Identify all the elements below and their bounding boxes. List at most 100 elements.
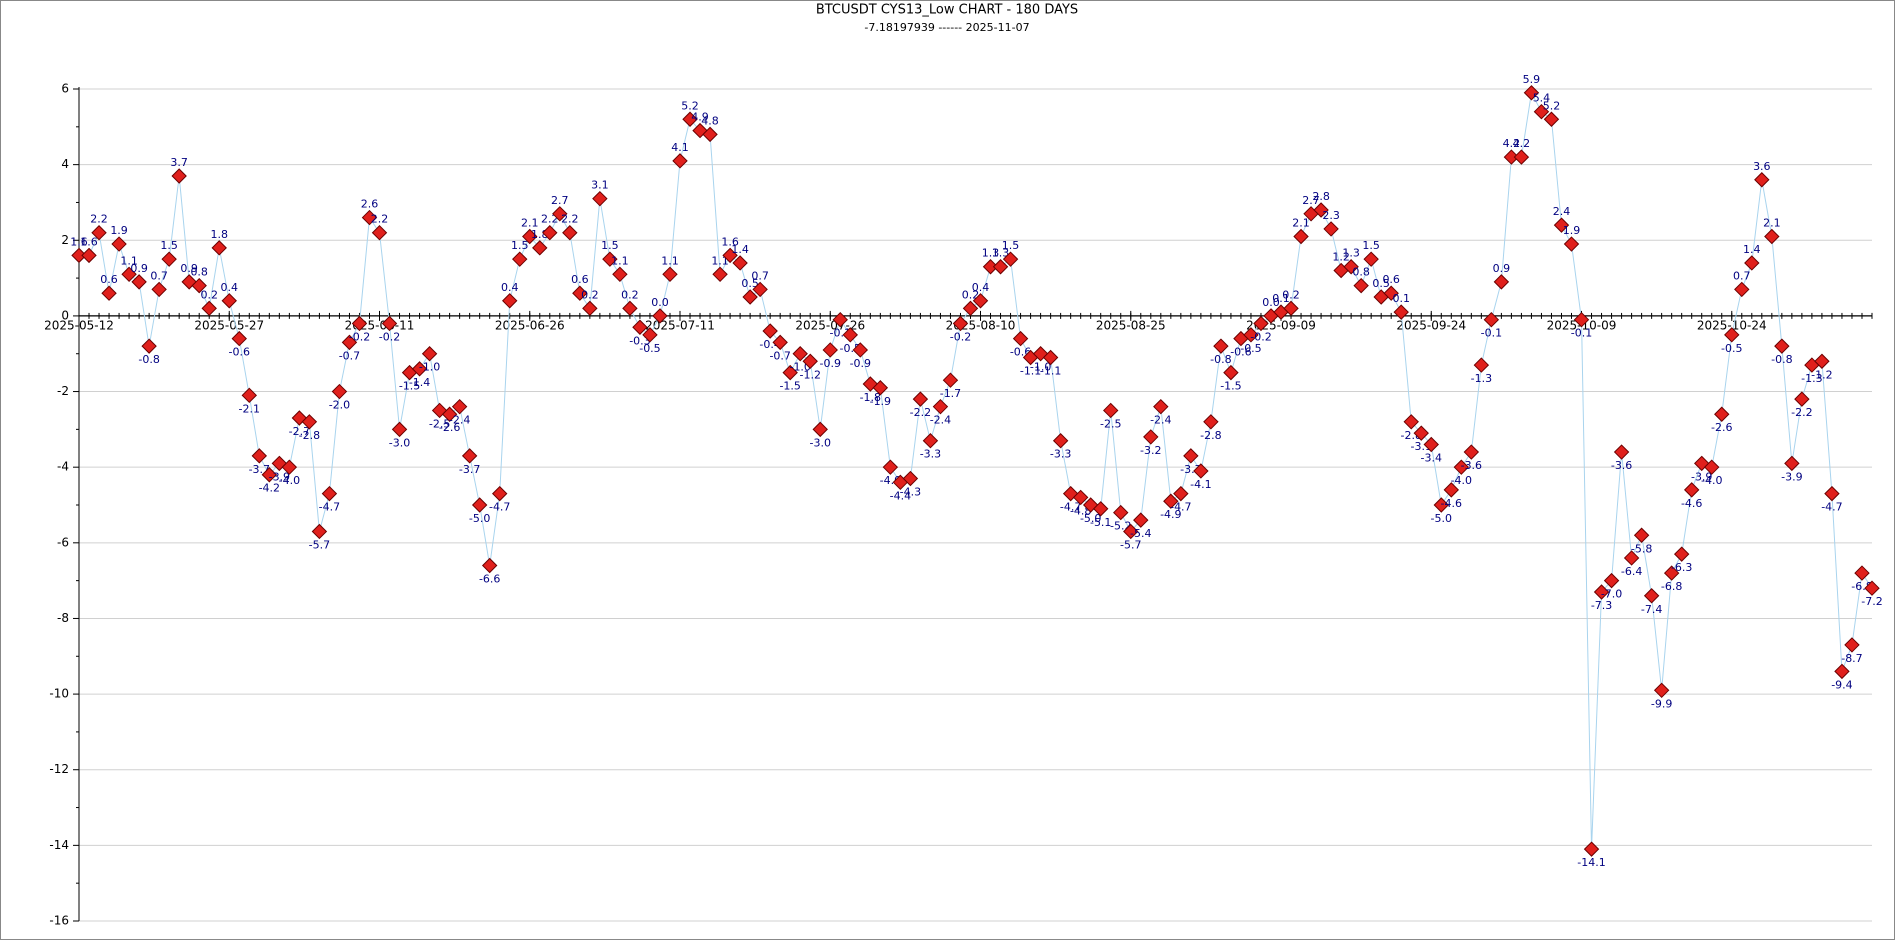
- data-point: [672, 153, 688, 169]
- data-label: -2.5: [1100, 417, 1121, 430]
- data-point: [1653, 682, 1670, 699]
- data-label: -1.4: [409, 376, 430, 389]
- data-label: -1.5: [779, 380, 800, 393]
- data-point: [882, 459, 899, 475]
- data-point: [1123, 523, 1139, 540]
- data-point: [1563, 236, 1580, 252]
- data-label: -0.9: [820, 357, 841, 370]
- chart-title: BTCUSDT CYS13_Low CHART - 180 DAYS: [816, 3, 1078, 18]
- data-point: [1283, 300, 1299, 317]
- data-label: -6.3: [1671, 561, 1692, 574]
- data-label: -1.3: [1801, 372, 1822, 385]
- y-tick-label: -6: [57, 535, 69, 549]
- data-label: -0.8: [138, 353, 159, 366]
- data-point: [1764, 228, 1780, 245]
- data-point: [301, 414, 318, 430]
- data-point: [1293, 228, 1309, 245]
- data-point: [1213, 338, 1229, 354]
- data-point: [1002, 251, 1019, 267]
- data-point: [261, 467, 278, 483]
- x-tick-label: 2025-09-24: [1396, 318, 1466, 332]
- data-label: 0.6: [100, 273, 118, 286]
- data-label: 0.5: [1372, 277, 1390, 290]
- data-label: 0.4: [972, 281, 990, 294]
- data-label: 1.1: [661, 254, 679, 267]
- data-label: -3.7: [459, 463, 480, 476]
- data-label: 1.6: [721, 235, 739, 248]
- data-label: -9.4: [1831, 678, 1852, 691]
- data-label: -7.3: [1591, 599, 1612, 612]
- data-point: [762, 323, 778, 339]
- data-point: [1103, 402, 1119, 419]
- data-label: -3.6: [1611, 459, 1632, 472]
- data-label: 1.4: [1743, 243, 1761, 256]
- data-point: [662, 266, 678, 283]
- data-point: [772, 334, 788, 351]
- data-label: 0.1: [1272, 292, 1290, 305]
- data-label: 4.9: [691, 111, 709, 124]
- data-point: [1323, 221, 1339, 237]
- data-point: [532, 240, 548, 256]
- data-label: -4.6: [1681, 497, 1702, 510]
- data-point: [732, 255, 748, 271]
- data-point: [171, 168, 187, 184]
- data-label: 2.2: [371, 213, 389, 226]
- data-label: 1.9: [1563, 224, 1581, 237]
- data-label: -1.7: [940, 387, 961, 400]
- data-label: 0.4: [221, 281, 239, 294]
- data-point: [381, 315, 398, 332]
- data-point: [642, 327, 658, 343]
- data-label: 0.4: [501, 281, 519, 294]
- data-label: 1.5: [601, 239, 619, 252]
- data-point: [742, 289, 758, 305]
- data-label: -5.1: [1090, 516, 1111, 529]
- data-label: 5.2: [681, 99, 699, 112]
- data-point: [502, 293, 518, 309]
- data-label: -2.8: [1200, 429, 1221, 442]
- data-label: 2.2: [561, 213, 579, 226]
- data-label: 0.6: [571, 273, 589, 286]
- data-point: [782, 364, 798, 381]
- data-point: [361, 209, 378, 226]
- data-label: 1.5: [160, 239, 178, 252]
- data-point: [131, 274, 147, 290]
- data-label: 1.1: [611, 254, 629, 267]
- data-label: -2.6: [1711, 421, 1732, 434]
- data-label: 1.5: [511, 239, 529, 252]
- data-point: [572, 285, 588, 301]
- data-label: 3.7: [170, 156, 188, 169]
- data-label: 2.8: [1312, 190, 1330, 203]
- data-point: [1183, 448, 1199, 464]
- y-tick-label: -2: [57, 384, 69, 398]
- data-point: [1493, 274, 1510, 290]
- data-point: [1313, 202, 1329, 218]
- data-point: [752, 281, 768, 298]
- data-label: -0.6: [1230, 346, 1251, 359]
- data-point: [952, 315, 969, 332]
- data-point: [1724, 327, 1740, 343]
- data-point: [421, 346, 438, 362]
- data-label: -0.5: [639, 342, 660, 355]
- x-tick-label: 2025-08-25: [1096, 318, 1166, 332]
- data-point: [141, 338, 157, 354]
- data-label: -2.4: [930, 414, 951, 427]
- data-label: -3.0: [389, 436, 410, 449]
- data-label: 0.2: [621, 288, 639, 301]
- y-tick-label: 2: [61, 233, 69, 247]
- data-label: -4.6: [1441, 497, 1462, 510]
- data-label: -1.3: [1471, 372, 1492, 385]
- data-point: [1223, 364, 1239, 381]
- data-point: [1553, 217, 1570, 233]
- data-label: 0.8: [190, 266, 208, 279]
- data-point: [812, 421, 828, 438]
- data-point: [121, 266, 137, 283]
- x-tick-label: 2025-05-27: [194, 318, 264, 332]
- data-label: -4.7: [1060, 501, 1081, 514]
- data-label: 4.2: [1503, 137, 1521, 150]
- data-point: [592, 190, 608, 207]
- data-label: -2.4: [1150, 414, 1171, 427]
- y-tick-label: -16: [49, 914, 69, 928]
- data-point: [1483, 311, 1500, 328]
- data-point: [702, 126, 718, 143]
- data-label: 4.8: [701, 114, 719, 127]
